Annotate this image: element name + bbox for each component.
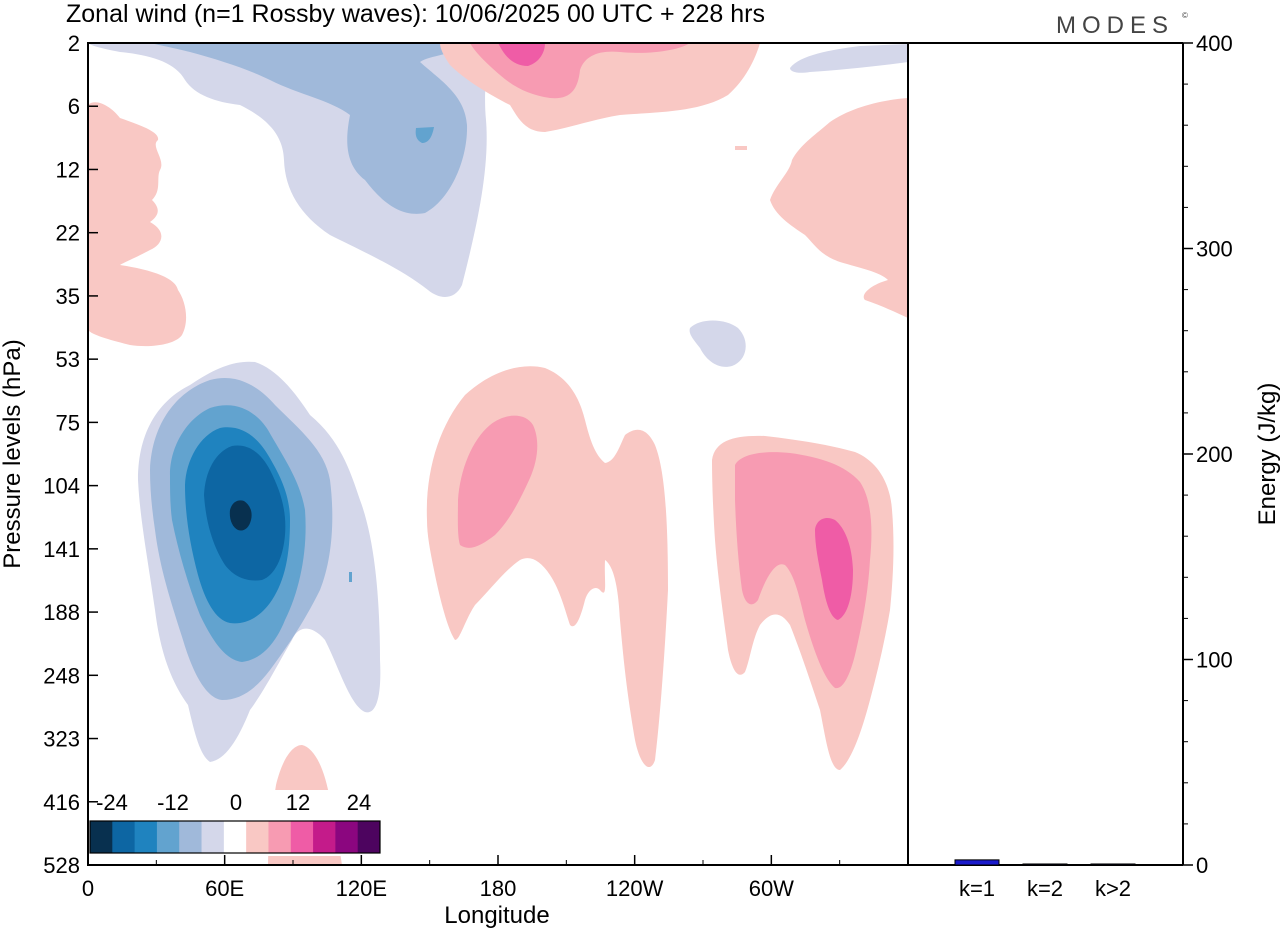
y-tick-label: 323	[43, 727, 80, 752]
colorbar-cell	[112, 821, 136, 853]
y-tick-label: 104	[43, 474, 80, 499]
y-axis-label: Pressure levels (hPa)	[0, 339, 26, 568]
contour-neg-small-blob	[689, 320, 746, 367]
contour-pos-left-strip	[88, 102, 187, 347]
colorbar: -24 -12 0 12 24	[88, 790, 384, 856]
contour-neg-upper-spot	[415, 127, 434, 143]
x-tick-label: 60W	[749, 876, 794, 901]
colorbar-cell	[290, 821, 314, 853]
energy-category-label: k>2	[1095, 876, 1131, 901]
colorbar-cell	[179, 821, 203, 853]
contour-pos-right-l3	[815, 518, 853, 620]
colorbar-cell	[268, 821, 292, 853]
y-tick-label: 2	[68, 31, 80, 56]
x-tick-label: 60E	[205, 876, 244, 901]
energy-tick-label: 400	[1196, 31, 1233, 56]
colorbar-tick-label: -24	[96, 790, 128, 815]
contour-pos-right-l2	[735, 452, 872, 689]
contour-neg-tiny	[349, 572, 352, 582]
colorbar-cell	[201, 821, 225, 853]
energy-tick-label: 200	[1196, 442, 1233, 467]
colorbar-tick-label: -12	[157, 790, 189, 815]
energy-bars: k=1 k=2 k>2	[954, 859, 1136, 901]
contour-pos-tiny	[735, 146, 747, 150]
colorbar-cell	[246, 821, 269, 853]
y-tick-label: 22	[56, 221, 80, 246]
pressure-axis: 2 6 12 22 35 53 75 104 141 188 248 323 416 528	[43, 31, 98, 878]
colorbar-cell	[357, 821, 381, 853]
colorbar-cell	[90, 821, 113, 853]
energy-tick-label: 100	[1196, 648, 1233, 673]
contour-pos-top-l3	[498, 43, 545, 66]
colorbar-cell	[313, 821, 336, 853]
colorbar-cell	[335, 821, 359, 853]
longitude-axis: 0 60E 120E 180 120W 60W	[82, 855, 841, 901]
x-tick-label: 0	[82, 876, 94, 901]
contour-pos-mid-l2	[457, 415, 538, 548]
y-tick-label: 35	[56, 284, 80, 309]
y-tick-label: 248	[43, 663, 80, 688]
contour-neg-upper-mid	[150, 43, 470, 214]
energy-category-label: k=2	[1027, 876, 1063, 901]
contour-pos-right-upper	[770, 98, 908, 318]
y-tick-label: 416	[43, 790, 80, 815]
x-tick-label: 180	[480, 876, 517, 901]
x-axis-label: Longitude	[444, 902, 549, 929]
colorbar-cell	[156, 821, 180, 853]
colorbar-tick-label: 24	[347, 790, 371, 815]
contour-neg-topright	[790, 44, 908, 73]
modes-logo-mark: ©	[1182, 11, 1188, 20]
x-tick-label: 120E	[336, 876, 387, 901]
contour-neg-main-l6	[229, 500, 252, 531]
energy-axis: 0 100 200 300 400	[1183, 31, 1233, 878]
energy-tick-label: 300	[1196, 237, 1233, 262]
energy-axis-label: Energy (J/kg)	[1254, 383, 1280, 526]
y-tick-label: 6	[68, 94, 80, 119]
colorbar-frame	[89, 820, 381, 854]
energy-tick-label: 0	[1196, 853, 1208, 878]
colorbar-cell	[134, 821, 158, 853]
y-tick-label: 188	[43, 600, 80, 625]
energy-bar	[1090, 863, 1136, 866]
y-tick-label: 141	[43, 537, 80, 562]
y-tick-label: 12	[56, 157, 80, 182]
y-tick-label: 53	[56, 347, 80, 372]
energy-bar	[1022, 863, 1068, 866]
y-tick-label: 528	[43, 853, 80, 878]
y-tick-label: 75	[56, 410, 80, 435]
colorbar-tick-label: 12	[286, 790, 310, 815]
chart-title: Zonal wind (n=1 Rossby waves): 10/06/202…	[66, 0, 765, 28]
modes-logo: MODES	[1056, 12, 1174, 39]
energy-category-label: k=1	[959, 876, 995, 901]
energy-bar	[954, 859, 1000, 866]
colorbar-tick-label: 0	[230, 790, 242, 815]
colorbar-cell	[223, 821, 247, 853]
x-tick-label: 120W	[606, 876, 664, 901]
contour-field	[88, 43, 908, 865]
